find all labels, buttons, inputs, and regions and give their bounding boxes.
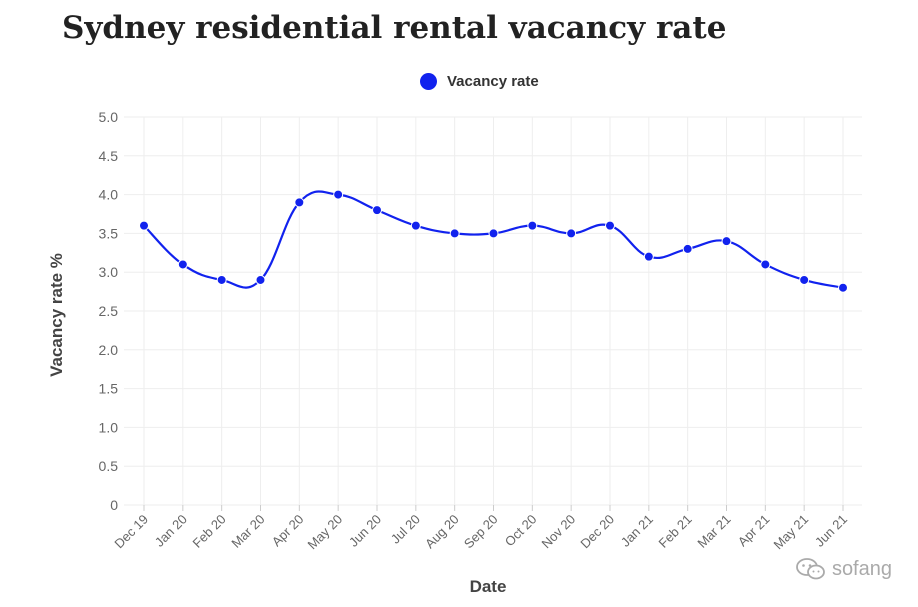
x-tick-label: Aug 20 bbox=[422, 512, 462, 552]
data-point[interactable] bbox=[682, 243, 693, 254]
grid-lines bbox=[124, 116, 862, 506]
data-point[interactable] bbox=[177, 259, 188, 270]
watermark-text: sofang bbox=[831, 557, 892, 580]
x-tick-label: Mar 20 bbox=[228, 512, 267, 551]
x-tick-label: Jun 21 bbox=[812, 512, 850, 550]
series-points bbox=[139, 189, 848, 293]
x-tick-label: Feb 20 bbox=[190, 512, 229, 551]
x-tick-label: Jan 21 bbox=[618, 512, 656, 550]
x-tick-label: Jun 20 bbox=[346, 512, 384, 550]
y-tick-label: 2.5 bbox=[99, 303, 119, 319]
data-point[interactable] bbox=[449, 228, 460, 239]
y-tick-label: 3.0 bbox=[99, 264, 119, 280]
x-tick-label: Sep 20 bbox=[461, 512, 501, 552]
data-point[interactable] bbox=[139, 220, 149, 231]
data-point[interactable] bbox=[643, 251, 654, 262]
x-tick-label: Oct 20 bbox=[502, 512, 540, 550]
y-axis-title: Vacancy rate % bbox=[47, 253, 66, 377]
y-tick-label: 1.0 bbox=[99, 419, 119, 435]
watermark: sofang bbox=[796, 557, 892, 581]
y-tick-label: 2.0 bbox=[99, 342, 119, 358]
y-tick-label: 4.0 bbox=[99, 187, 119, 203]
data-point[interactable] bbox=[255, 274, 266, 285]
data-point[interactable] bbox=[216, 274, 227, 285]
data-point[interactable] bbox=[527, 220, 538, 231]
y-tick-label: 4.5 bbox=[99, 148, 119, 164]
data-point[interactable] bbox=[760, 259, 771, 270]
y-axis-ticks: 0 0.5 1.0 1.5 2.0 2.5 3.0 3.5 4.0 4.5 5.0 bbox=[99, 109, 119, 513]
x-tick-label: Feb 21 bbox=[656, 512, 695, 551]
x-tick-label: Apr 20 bbox=[269, 512, 307, 550]
x-tick-label: Mar 21 bbox=[694, 512, 733, 551]
y-tick-label: 5.0 bbox=[99, 109, 119, 125]
wechat-icon bbox=[796, 558, 825, 580]
data-point[interactable] bbox=[488, 228, 499, 239]
x-tick-label: May 21 bbox=[771, 512, 812, 553]
x-tick-label: Apr 21 bbox=[735, 512, 773, 550]
x-tick-label: Jan 20 bbox=[152, 512, 190, 550]
x-tick-label: Jul 20 bbox=[388, 512, 423, 547]
data-point[interactable] bbox=[333, 189, 344, 200]
y-tick-label: 1.5 bbox=[99, 381, 119, 397]
legend-marker bbox=[420, 73, 437, 90]
x-tick-label: Dec 20 bbox=[577, 512, 617, 552]
x-axis-title: Date bbox=[470, 577, 507, 596]
legend[interactable]: Vacancy rate bbox=[420, 73, 539, 90]
x-tick-label: Dec 19 bbox=[111, 512, 151, 552]
data-point[interactable] bbox=[566, 228, 577, 239]
x-tick-label: Nov 20 bbox=[539, 512, 579, 552]
data-point[interactable] bbox=[605, 220, 615, 231]
data-point[interactable] bbox=[799, 274, 810, 285]
data-point[interactable] bbox=[838, 282, 848, 293]
data-point[interactable] bbox=[372, 205, 382, 216]
x-tick-label: May 20 bbox=[305, 512, 346, 553]
data-point[interactable] bbox=[294, 197, 305, 208]
data-point[interactable] bbox=[410, 220, 421, 231]
y-tick-label: 0.5 bbox=[99, 458, 119, 474]
legend-label: Vacancy rate bbox=[447, 73, 539, 90]
data-point[interactable] bbox=[721, 236, 732, 247]
y-tick-label: 0 bbox=[110, 497, 118, 513]
y-tick-label: 3.5 bbox=[99, 225, 119, 241]
chart-title: Sydney residential rental vacancy rate bbox=[62, 10, 727, 46]
